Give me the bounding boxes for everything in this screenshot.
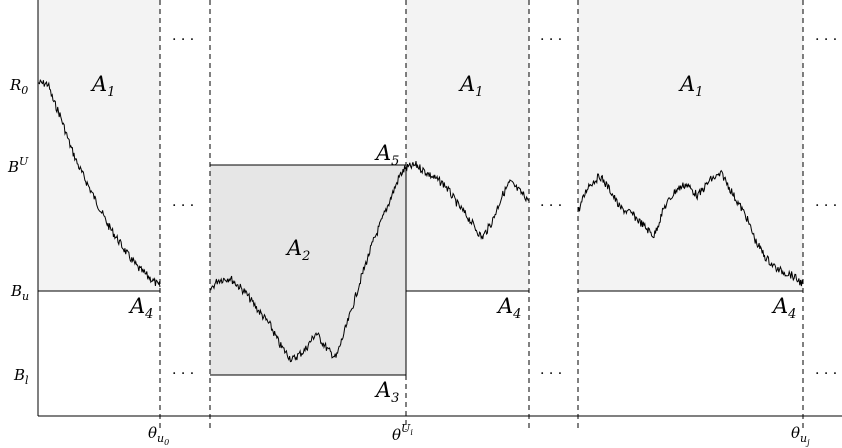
region-a4-left-label: A4 bbox=[128, 294, 153, 322]
region-a1-left-label: A1 bbox=[90, 72, 115, 100]
path-segment-mid bbox=[405, 161, 530, 240]
ellipsis-top-2: · · · bbox=[540, 32, 562, 48]
x-label-theta-Ui: θUi bbox=[392, 422, 413, 444]
ellipsis-bottom-1: · · · bbox=[172, 366, 194, 382]
region-a5-label: A5 bbox=[374, 141, 399, 169]
region-a4-mid-label: A4 bbox=[496, 294, 521, 322]
y-label-r0: R0 bbox=[9, 76, 28, 97]
y-label-bl: Bl bbox=[13, 366, 29, 387]
path-segment-a2 bbox=[209, 164, 407, 363]
y-label-bU: BU bbox=[7, 155, 29, 176]
region-a1-mid-label: A1 bbox=[458, 72, 483, 100]
region-a4-right-label: A4 bbox=[771, 294, 796, 322]
ellipsis-bottom-2: · · · bbox=[540, 366, 562, 382]
region-a2-fill bbox=[210, 165, 406, 375]
x-label-theta-u0: θu0 bbox=[148, 424, 169, 447]
region-a1-right-label: A1 bbox=[678, 72, 703, 100]
ellipsis-mid-3: · · · bbox=[815, 198, 837, 214]
region-a1-left-fill bbox=[38, 0, 160, 291]
y-label-bu: Bu bbox=[10, 282, 29, 303]
region-a3-label: A3 bbox=[374, 378, 399, 406]
region-a2-label: A2 bbox=[285, 236, 310, 264]
x-label-theta-uj: θuj bbox=[791, 424, 810, 447]
ellipsis-top-3: · · · bbox=[815, 32, 837, 48]
ellipsis-bottom-3: · · · bbox=[815, 366, 837, 382]
path-segment-left bbox=[38, 79, 161, 288]
path-segment-right bbox=[577, 169, 804, 287]
ellipsis-top-1: · · · bbox=[172, 32, 194, 48]
ellipsis-mid-2: · · · bbox=[540, 198, 562, 214]
region-a1-right-fill bbox=[578, 0, 803, 291]
ellipsis-mid-1: · · · bbox=[172, 198, 194, 214]
region-a1-mid-fill bbox=[406, 0, 529, 291]
